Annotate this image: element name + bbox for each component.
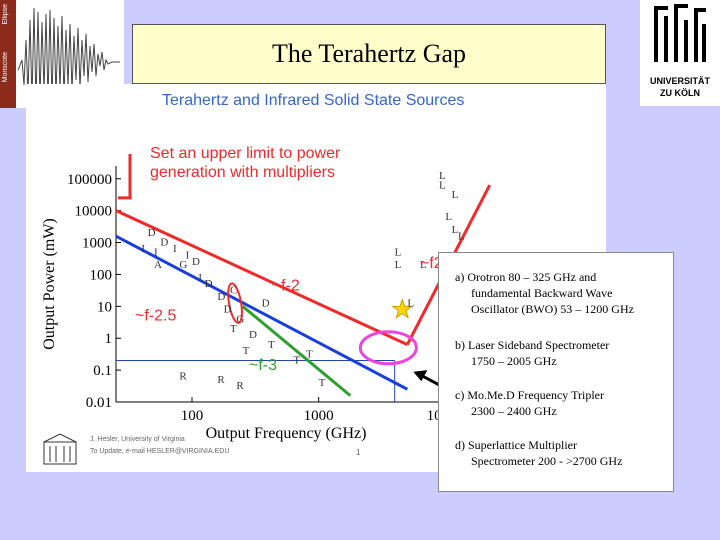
data-point: D xyxy=(148,227,156,239)
data-point: L xyxy=(439,170,446,182)
data-point: D xyxy=(205,278,213,290)
legend-item-text: a) Orotron 80 – 325 GHz and xyxy=(455,270,597,284)
waveform-image xyxy=(17,7,120,105)
university-seal-icon xyxy=(43,433,77,465)
data-point: D xyxy=(160,237,168,249)
legend-item-text: Spectrometer 200 - >2700 GHz xyxy=(471,454,623,468)
data-point: L xyxy=(445,211,452,223)
data-point: G xyxy=(179,259,187,271)
data-point: R xyxy=(217,374,225,386)
f-2-limit-line xyxy=(115,209,408,346)
data-point: A xyxy=(154,259,162,271)
slope-label: ~f-2.5 xyxy=(135,308,176,325)
legend-item-text: 1750 – 2005 GHz xyxy=(471,354,557,368)
slide-heading: Terahertz and Infrared Solid State Sourc… xyxy=(162,92,465,109)
y-tick-label: 0.1 xyxy=(93,363,112,379)
data-point: L xyxy=(395,259,402,271)
thumbnail-strip: Ellipse Moriscote xyxy=(0,0,16,108)
data-point: I xyxy=(198,272,202,284)
page-title: The Terahertz Gap xyxy=(132,24,606,84)
y-tick-label: 100 xyxy=(90,267,113,283)
legend-item: d) Superlattice Multiplier Spectrometer … xyxy=(455,437,671,469)
slide-footer: J. Hesler, University of Virginia To Upd… xyxy=(90,434,229,458)
footer-line: J. Hesler, University of Virginia xyxy=(90,436,185,443)
y-tick-label: 100000 xyxy=(67,172,112,188)
logo-line-2: ZU KÖLN xyxy=(660,88,700,98)
data-point: R xyxy=(179,371,187,383)
y-tick-label: 0.01 xyxy=(86,395,112,411)
data-point: L xyxy=(452,224,459,236)
data-point: T xyxy=(268,339,275,351)
legend-item: b) Laser Sideband Spectrometer 1750 – 20… xyxy=(455,337,671,369)
x-axis-label: Output Frequency (GHz) xyxy=(206,425,367,442)
data-point: L xyxy=(458,230,465,242)
data-point: D xyxy=(262,297,270,309)
data-point: R xyxy=(236,380,244,392)
pointer-arrowhead xyxy=(413,370,428,382)
data-point: T xyxy=(230,323,237,335)
x-tick-label: 1000 xyxy=(304,408,334,424)
legend-item-text: c) Mo.Me.D Frequency Tripler xyxy=(455,388,604,402)
data-point: I xyxy=(154,246,158,258)
callout-line: Set an upper limit to power xyxy=(150,145,341,162)
star-icon xyxy=(391,297,414,319)
y-tick-label: 10 xyxy=(97,299,112,315)
slope-marker-ellipse xyxy=(227,282,243,324)
data-point: T xyxy=(293,355,300,367)
data-point: L xyxy=(407,297,414,309)
data-point: D xyxy=(192,256,200,268)
f-2.5-limit-line xyxy=(115,234,409,391)
logo-emblem xyxy=(654,4,706,62)
data-point: T xyxy=(306,348,313,360)
data-point: I xyxy=(186,249,190,261)
legend-item: c) Mo.Me.D Frequency Tripler 2300 – 2400… xyxy=(455,387,671,419)
legend-item: a) Orotron 80 – 325 GHz and fundamental … xyxy=(455,269,671,317)
data-point: T xyxy=(319,377,326,389)
data-point: L xyxy=(439,179,446,191)
footer-line: To Update, e-mail HESLER@VIRGINIA.EDU xyxy=(90,448,230,455)
slope-label: ~f2 xyxy=(420,255,443,272)
data-point: G xyxy=(236,313,244,325)
legend-item-text: Oscillator (BWO) 53 – 1200 GHz xyxy=(471,302,634,316)
slope-label: ~f-2 xyxy=(272,277,300,294)
callout-line: generation with multipliers xyxy=(150,164,335,181)
legend-item-text: fundamental Backward Wave xyxy=(471,286,613,300)
slide-page-number: 1 xyxy=(356,448,361,457)
data-point: D xyxy=(249,329,257,341)
data-point: L xyxy=(420,259,427,271)
legend-item-text: 2300 – 2400 GHz xyxy=(471,404,557,418)
university-logo: UNIVERSITÄT ZU KÖLN xyxy=(640,0,720,106)
f-3-limit-line xyxy=(241,305,352,397)
data-point: D xyxy=(217,291,225,303)
terahertz-gap-ellipse xyxy=(358,330,418,366)
data-point: L xyxy=(452,189,459,201)
data-point: D xyxy=(224,304,232,316)
y-tick-label: 10000 xyxy=(75,204,113,220)
logo-line-1: UNIVERSITÄT xyxy=(649,76,710,86)
data-point: L xyxy=(395,246,402,258)
slope-label: ~f-3 xyxy=(249,357,277,374)
y-tick-label: 1 xyxy=(105,331,113,347)
legend-item-text: d) Superlattice Multiplier xyxy=(455,438,577,452)
data-point: C xyxy=(230,285,237,297)
data-point: I xyxy=(173,243,177,255)
data-point: T xyxy=(243,345,250,357)
legend-item-text: b) Laser Sideband Spectrometer xyxy=(455,338,610,352)
data-point: I xyxy=(141,243,145,255)
legend-box: a) Orotron 80 – 325 GHz and fundamental … xyxy=(438,252,674,492)
y-tick-label: 1000 xyxy=(82,236,112,252)
upper-limit-callout: Set an upper limit to power generation w… xyxy=(150,144,340,182)
y-axis-label: Output Power (mW) xyxy=(41,218,58,350)
upper-limit-bracket xyxy=(118,154,132,200)
x-tick-label: 100 xyxy=(181,408,204,424)
